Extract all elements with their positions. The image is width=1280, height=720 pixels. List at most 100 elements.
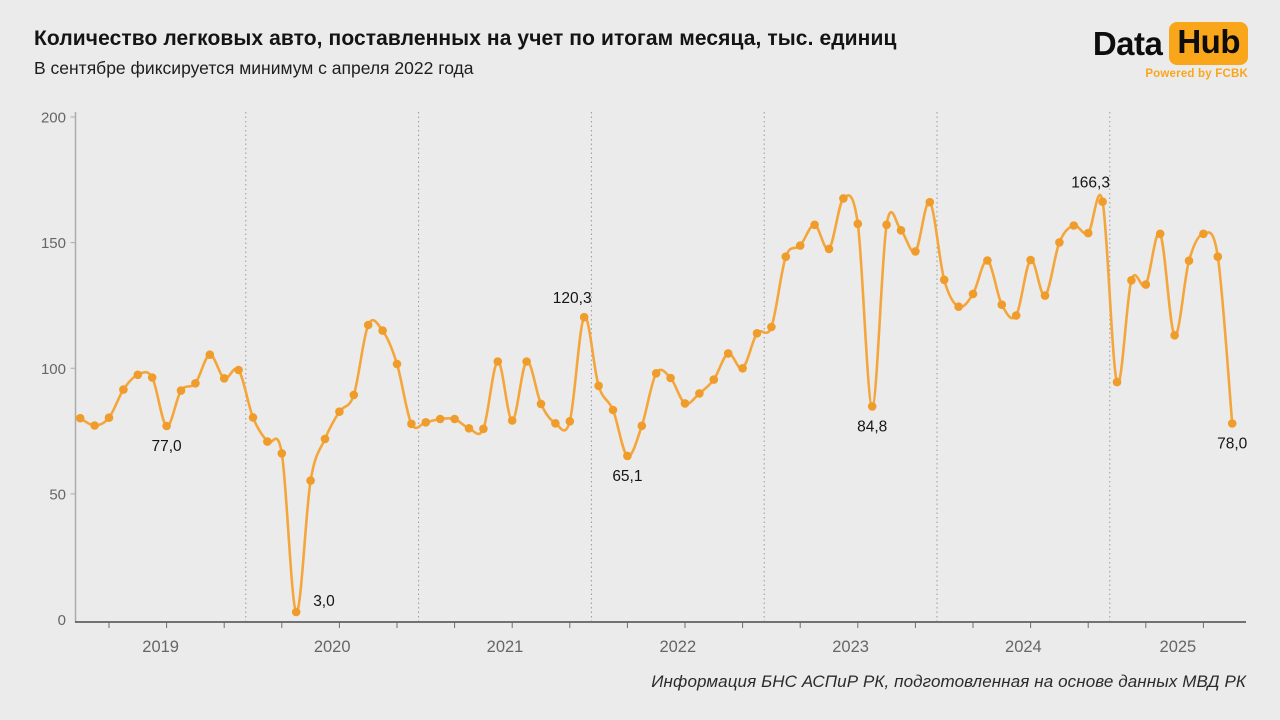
data-point (997, 300, 1007, 310)
data-point (1026, 255, 1035, 265)
data-point (1184, 256, 1194, 266)
y-tick-label: 0 (58, 612, 66, 629)
data-point (795, 241, 805, 250)
data-point (925, 197, 935, 207)
year-label: 2019 (142, 638, 179, 656)
logo-caption: Powered by FCBK (1145, 68, 1248, 80)
data-point (666, 373, 675, 383)
year-label: 2022 (659, 638, 696, 656)
data-point (651, 369, 661, 378)
data-point (1170, 331, 1179, 340)
data-point (176, 386, 186, 395)
data-point (637, 421, 647, 431)
y-tick-label: 200 (41, 110, 66, 127)
data-point (867, 402, 877, 411)
data-point (1011, 311, 1021, 320)
data-point (421, 418, 431, 427)
data-point (263, 437, 272, 446)
data-point (507, 416, 517, 425)
data-point (695, 389, 704, 398)
annotation-label: 78,0 (1217, 436, 1248, 453)
data-point (1098, 197, 1107, 206)
page-subtitle: В сентябре фиксируется минимум с апреля … (34, 58, 474, 78)
data-point (1040, 291, 1050, 300)
data-point (522, 357, 531, 366)
data-point (1127, 276, 1136, 285)
data-point (752, 329, 762, 338)
page-title: Количество легковых авто, поставленных н… (34, 27, 897, 50)
data-point (839, 194, 848, 203)
data-point (1141, 280, 1151, 289)
y-tick-label: 50 (49, 486, 66, 503)
data-point (479, 424, 488, 434)
data-point (248, 413, 258, 422)
data-point (464, 424, 474, 433)
data-point (378, 326, 387, 335)
annotation-label: 77,0 (152, 438, 183, 455)
data-point (392, 359, 402, 369)
data-point (1199, 229, 1208, 239)
data-point (882, 220, 891, 230)
logo-text-hub: Hub (1169, 22, 1248, 65)
data-point (1083, 228, 1093, 238)
data-point (90, 421, 99, 430)
data-point (234, 365, 243, 375)
data-point (435, 414, 445, 424)
data-point (1055, 238, 1064, 247)
data-point (709, 375, 719, 384)
year-label: 2023 (832, 638, 869, 656)
year-label: 2020 (314, 638, 351, 656)
data-point (104, 413, 114, 423)
data-point (853, 219, 863, 229)
annotation-label: 120,3 (553, 290, 592, 307)
data-point (767, 322, 776, 332)
data-point (291, 607, 301, 617)
logo-wordmark: Data Hub (1093, 22, 1248, 65)
y-tick-label: 150 (41, 235, 66, 252)
annotation-label: 65,1 (612, 468, 642, 485)
y-tick-label: 100 (41, 361, 66, 378)
data-point (781, 252, 791, 261)
data-point (896, 226, 906, 235)
year-label: 2025 (1160, 638, 1197, 656)
data-point (191, 379, 200, 388)
data-point (565, 417, 575, 426)
annotation-label: 84,8 (857, 418, 887, 435)
data-point (205, 350, 215, 360)
data-point (147, 373, 157, 382)
data-point (911, 247, 920, 256)
data-point (306, 476, 315, 485)
data-point (119, 385, 128, 394)
data-point (1213, 252, 1223, 261)
annotation-label: 166,3 (1071, 175, 1110, 192)
data-point (551, 419, 560, 428)
annotation-label: 3,0 (313, 593, 335, 610)
data-point (75, 413, 85, 423)
data-point (277, 449, 287, 458)
data-point (407, 419, 416, 429)
data-point (954, 302, 963, 312)
data-point (723, 349, 733, 358)
data-point (536, 399, 546, 409)
data-point (983, 256, 992, 265)
datahub-logo: Data Hub Powered by FCBK (1093, 22, 1248, 80)
data-point (1069, 221, 1079, 230)
series-line (78, 193, 1234, 614)
data-point (623, 451, 632, 461)
source-note: Информация БНС АСПиР РК, подготовленная … (651, 672, 1246, 691)
data-point (1227, 419, 1237, 428)
data-point (335, 407, 344, 417)
data-point (939, 275, 949, 285)
data-point (162, 421, 171, 431)
data-point (219, 374, 229, 383)
data-point (1112, 377, 1122, 387)
year-label: 2024 (1005, 638, 1042, 656)
year-label: 2021 (487, 638, 524, 656)
data-point (363, 320, 373, 330)
data-point (1155, 229, 1165, 239)
data-point (968, 289, 978, 299)
data-point (594, 381, 603, 391)
data-point (738, 364, 747, 373)
